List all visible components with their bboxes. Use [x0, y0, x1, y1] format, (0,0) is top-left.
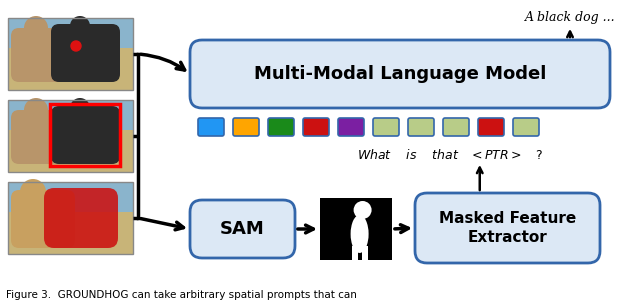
Bar — [8, 212, 133, 254]
Circle shape — [24, 16, 48, 40]
FancyBboxPatch shape — [268, 118, 294, 136]
FancyBboxPatch shape — [51, 106, 120, 164]
FancyArrowPatch shape — [141, 54, 185, 70]
FancyBboxPatch shape — [190, 200, 295, 258]
Text: $\it{What}$    $\it{is}$    $\it{that}$   $\it{<PTR>}$   $\it{?}$: $\it{What}$ $\it{is}$ $\it{that}$ $\it{<… — [357, 148, 543, 162]
Bar — [8, 130, 133, 172]
Text: SAM: SAM — [220, 220, 265, 238]
FancyBboxPatch shape — [11, 190, 75, 248]
Circle shape — [24, 98, 48, 122]
Bar — [8, 48, 133, 90]
Bar — [8, 100, 133, 130]
Circle shape — [354, 201, 372, 219]
Bar — [8, 182, 133, 212]
Bar — [8, 100, 133, 172]
FancyBboxPatch shape — [408, 118, 434, 136]
Text: Multi-Modal Language Model: Multi-Modal Language Model — [254, 65, 546, 83]
Circle shape — [20, 179, 46, 205]
Bar — [8, 18, 133, 48]
FancyBboxPatch shape — [233, 118, 259, 136]
FancyBboxPatch shape — [338, 118, 364, 136]
Bar — [50, 104, 120, 166]
FancyArrowPatch shape — [477, 168, 483, 190]
Text: A black dog ...: A black dog ... — [525, 12, 615, 25]
Text: Masked Feature
Extractor: Masked Feature Extractor — [439, 211, 576, 245]
Bar — [362, 246, 367, 260]
Ellipse shape — [351, 215, 369, 253]
FancyBboxPatch shape — [11, 28, 67, 82]
FancyBboxPatch shape — [11, 110, 67, 164]
Bar — [351, 246, 358, 260]
FancyBboxPatch shape — [51, 24, 120, 82]
FancyBboxPatch shape — [198, 118, 224, 136]
Circle shape — [70, 98, 90, 118]
FancyBboxPatch shape — [303, 118, 329, 136]
FancyArrowPatch shape — [141, 219, 184, 230]
FancyBboxPatch shape — [373, 118, 399, 136]
FancyArrowPatch shape — [567, 32, 573, 37]
FancyArrowPatch shape — [298, 225, 314, 233]
FancyArrowPatch shape — [395, 225, 408, 233]
Text: Figure 3.  GROUNDHOG can take arbitrary spatial prompts that can: Figure 3. GROUNDHOG can take arbitrary s… — [6, 290, 357, 300]
FancyBboxPatch shape — [44, 188, 118, 248]
Circle shape — [71, 41, 81, 51]
Bar — [8, 18, 133, 90]
Bar — [320, 198, 392, 260]
FancyBboxPatch shape — [478, 118, 504, 136]
Circle shape — [70, 16, 90, 36]
FancyBboxPatch shape — [443, 118, 469, 136]
FancyBboxPatch shape — [513, 118, 539, 136]
Bar — [8, 182, 133, 254]
FancyBboxPatch shape — [415, 193, 600, 263]
FancyBboxPatch shape — [190, 40, 610, 108]
